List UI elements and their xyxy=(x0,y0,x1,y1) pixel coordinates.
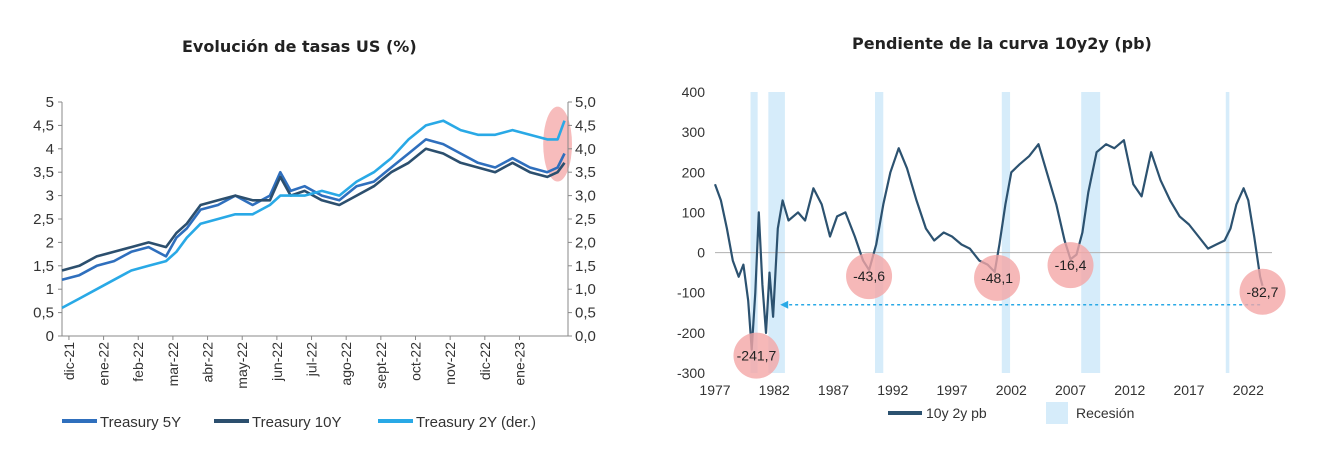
rates-chart-panel: Evolución de tasas US (%) 0 0,5 1 1,5 2 2,5 3 3… xyxy=(0,0,640,449)
annotation-circle xyxy=(846,253,893,300)
series-line-2 xyxy=(61,147,566,272)
x-tick-label: 2002 xyxy=(996,382,1027,398)
annotation-label: -16,4 xyxy=(1055,257,1087,273)
x-tick-label: 1997 xyxy=(936,382,967,398)
left-y-tick-label: 3 xyxy=(46,188,54,205)
left-y-tick-label: 4,5 xyxy=(33,117,54,134)
x-tick-label: 2017 xyxy=(1173,382,1204,398)
x-tick-label: dic-22 xyxy=(477,342,493,380)
recession-band xyxy=(1001,92,1011,373)
x-tick-label: 2022 xyxy=(1233,382,1264,398)
curve-slope-panel: Pendiente de la curva 10y2y (pb) -300 -20… xyxy=(660,0,1332,449)
left-y-tick-label: 5 xyxy=(46,94,54,111)
x-tick-label: 1987 xyxy=(818,382,849,398)
right-y-tick-label: 5,0 xyxy=(575,94,596,111)
right-y-tick-label: 0,0 xyxy=(575,328,596,345)
left-y-tick-label: 0,5 xyxy=(33,305,54,322)
x-tick-label: ene-22 xyxy=(96,342,112,386)
x-tick-label: 1977 xyxy=(699,382,730,398)
right-y-tick-label: 1,0 xyxy=(575,281,596,298)
x-tick-label: jun-22 xyxy=(269,342,285,382)
legend-label: Treasury 10Y xyxy=(252,414,341,431)
x-tick-label: mar-22 xyxy=(165,342,181,387)
y-tick-label: 300 xyxy=(682,124,706,140)
annotation-circle xyxy=(1047,242,1094,289)
y-tick-label: 100 xyxy=(682,204,706,220)
left-y-tick-label: 2 xyxy=(46,234,54,251)
annotation-label: -48,1 xyxy=(981,270,1013,286)
recession-band xyxy=(750,92,758,373)
right-y-tick-label: 2,5 xyxy=(575,211,596,228)
annotation-circle xyxy=(974,254,1021,301)
y-tick-label: -200 xyxy=(677,325,705,341)
left-y-tick-label: 1,5 xyxy=(33,258,54,275)
annotation-label: -43,6 xyxy=(853,268,885,284)
arrow-head xyxy=(780,300,789,309)
x-tick-label: ago-22 xyxy=(338,342,354,386)
x-tick-label: may-22 xyxy=(234,342,250,389)
x-tick-label: dic-21 xyxy=(61,342,77,380)
right-y-tick-label: 4,0 xyxy=(575,141,596,158)
curve-slope-title: Pendiente de la curva 10y2y (pb) xyxy=(852,34,1152,53)
x-tick-label: 1992 xyxy=(877,382,908,398)
x-tick-label: abr-22 xyxy=(200,342,216,383)
x-tick-label: 2012 xyxy=(1114,382,1145,398)
annotation-circle xyxy=(733,332,780,379)
y-tick-label: -300 xyxy=(677,365,705,381)
right-y-tick-label: 0,5 xyxy=(575,305,596,322)
x-tick-label: ene-23 xyxy=(511,342,527,386)
y-tick-label: 200 xyxy=(682,164,706,180)
legend-swatch-recession xyxy=(1046,402,1068,424)
legend-label-recession: Recesión xyxy=(1076,405,1134,421)
annotation-label: -241,7 xyxy=(737,348,777,364)
left-y-tick-label: 3,5 xyxy=(33,164,54,181)
right-y-tick-label: 2,0 xyxy=(575,234,596,251)
left-y-tick-label: 0 xyxy=(46,328,54,345)
recession-band xyxy=(1081,92,1101,373)
legend-label: Treasury 5Y xyxy=(100,414,181,431)
x-tick-label: sept-22 xyxy=(373,342,389,389)
right-y-tick-label: 1,5 xyxy=(575,258,596,275)
y-tick-label: 0 xyxy=(697,245,705,261)
curve-slope-chart: -300 -200 -100 0 100 200 300 400 1977 1982 1987 199… xyxy=(677,84,1286,424)
legend-label: Treasury 2Y (der.) xyxy=(416,414,536,431)
series-line-1 xyxy=(61,138,566,282)
y-tick-label: 400 xyxy=(682,84,706,100)
legend-label-series: 10y 2y pb xyxy=(926,405,987,421)
rates-chart-title: Evolución de tasas US (%) xyxy=(182,37,417,56)
left-y-tick-label: 2,5 xyxy=(33,211,54,228)
series-line-3 xyxy=(61,119,566,310)
rates-chart: 0 0,5 1 1,5 2 2,5 3 3,5 4 4,5 5 0,0 0,5 1,0 1,5 2,0 2,5 3… xyxy=(33,94,596,431)
left-y-tick-label: 4 xyxy=(46,141,54,158)
x-tick-label: feb-22 xyxy=(130,342,146,382)
x-tick-label: 1982 xyxy=(759,382,790,398)
y-tick-label: -100 xyxy=(677,285,705,301)
right-y-tick-label: 3,0 xyxy=(575,188,596,205)
x-tick-label: oct-22 xyxy=(408,342,424,381)
x-tick-label: nov-22 xyxy=(442,342,458,385)
x-tick-label: jul-22 xyxy=(304,342,320,377)
left-y-tick-label: 1 xyxy=(46,281,54,298)
annotation-label: -82,7 xyxy=(1247,284,1279,300)
highlight-ellipse xyxy=(543,106,572,182)
right-y-tick-label: 3,5 xyxy=(575,164,596,181)
x-tick-label: 2007 xyxy=(1055,382,1086,398)
right-y-tick-label: 4,5 xyxy=(575,117,596,134)
annotation-circle xyxy=(1239,268,1286,315)
slope-series-line xyxy=(713,139,1264,351)
